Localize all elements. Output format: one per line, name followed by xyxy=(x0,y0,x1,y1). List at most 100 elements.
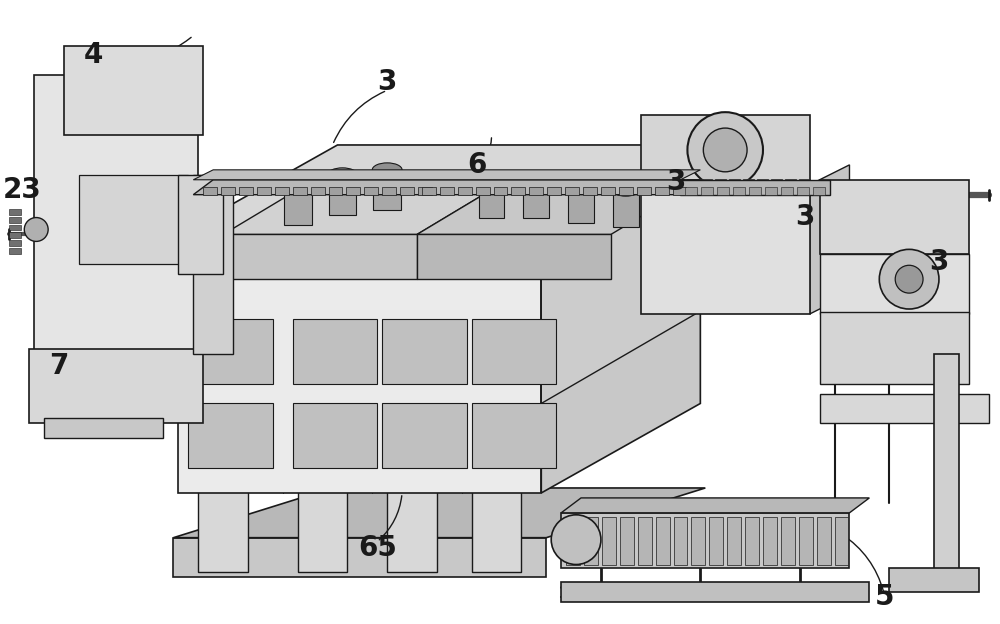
Polygon shape xyxy=(561,513,849,567)
Polygon shape xyxy=(541,145,695,404)
Bar xyxy=(566,517,580,565)
Polygon shape xyxy=(173,488,705,538)
Polygon shape xyxy=(641,115,810,185)
Bar xyxy=(198,491,248,572)
Bar xyxy=(511,187,525,195)
Bar xyxy=(799,179,810,185)
Polygon shape xyxy=(820,312,969,384)
Polygon shape xyxy=(223,190,492,235)
Bar xyxy=(529,187,543,195)
Bar xyxy=(387,491,437,572)
Bar xyxy=(293,319,377,384)
Text: 3: 3 xyxy=(795,203,814,230)
Bar xyxy=(9,217,21,223)
Text: 3: 3 xyxy=(929,248,949,276)
Bar xyxy=(637,187,651,195)
Bar xyxy=(188,404,273,468)
Polygon shape xyxy=(417,190,685,235)
Bar xyxy=(472,404,556,468)
Text: 5: 5 xyxy=(875,583,894,612)
Bar xyxy=(523,180,549,218)
Text: 3: 3 xyxy=(377,69,397,96)
Bar xyxy=(479,180,504,218)
Polygon shape xyxy=(64,46,203,135)
Bar xyxy=(382,404,467,468)
Polygon shape xyxy=(810,165,849,314)
Text: 65: 65 xyxy=(358,534,397,562)
Bar xyxy=(583,187,597,195)
Bar xyxy=(771,179,782,185)
Polygon shape xyxy=(79,175,188,265)
Bar xyxy=(781,517,795,565)
Bar xyxy=(799,517,813,565)
Bar xyxy=(817,517,831,565)
Bar xyxy=(440,187,454,195)
Bar xyxy=(619,187,633,195)
Text: 4: 4 xyxy=(84,41,104,69)
Bar xyxy=(29,349,203,423)
Bar xyxy=(757,179,768,185)
Polygon shape xyxy=(173,538,546,577)
Bar xyxy=(547,187,561,195)
Bar xyxy=(382,187,396,195)
Bar xyxy=(785,179,796,185)
Bar xyxy=(418,187,432,195)
Bar xyxy=(311,187,325,195)
Polygon shape xyxy=(561,498,869,513)
Bar xyxy=(568,185,594,223)
Bar xyxy=(745,517,759,565)
Polygon shape xyxy=(680,180,830,195)
Bar xyxy=(835,517,848,565)
Circle shape xyxy=(24,218,48,241)
Bar xyxy=(257,187,271,195)
Bar xyxy=(934,354,959,572)
Bar xyxy=(329,187,342,195)
Circle shape xyxy=(551,515,601,565)
Bar xyxy=(709,517,723,565)
Bar xyxy=(476,187,490,195)
Polygon shape xyxy=(820,255,969,314)
Bar xyxy=(765,187,777,195)
Bar xyxy=(601,187,615,195)
Bar xyxy=(364,187,378,195)
Polygon shape xyxy=(193,180,700,195)
Bar xyxy=(346,187,360,195)
Bar xyxy=(293,187,307,195)
Polygon shape xyxy=(820,394,989,423)
Polygon shape xyxy=(223,235,417,279)
Polygon shape xyxy=(34,76,198,354)
Text: 6: 6 xyxy=(467,151,486,179)
Bar xyxy=(715,179,726,185)
Bar xyxy=(763,517,777,565)
Polygon shape xyxy=(641,185,810,314)
Bar xyxy=(373,170,401,210)
Bar xyxy=(656,517,670,565)
Bar xyxy=(472,319,556,384)
Bar xyxy=(749,187,761,195)
Bar xyxy=(781,187,793,195)
Circle shape xyxy=(895,265,923,293)
Bar xyxy=(701,179,712,185)
Bar xyxy=(655,187,669,195)
Polygon shape xyxy=(178,145,700,235)
Bar xyxy=(797,187,809,195)
Polygon shape xyxy=(417,235,611,279)
Bar xyxy=(638,517,652,565)
Bar xyxy=(400,187,414,195)
Ellipse shape xyxy=(612,183,640,196)
Bar xyxy=(458,187,472,195)
Bar xyxy=(329,175,356,215)
Ellipse shape xyxy=(328,168,357,182)
Bar xyxy=(221,187,235,195)
Bar xyxy=(727,517,741,565)
Text: 3: 3 xyxy=(666,168,685,196)
Circle shape xyxy=(703,128,747,172)
Bar xyxy=(674,517,687,565)
Bar xyxy=(494,187,507,195)
Bar xyxy=(239,187,253,195)
Polygon shape xyxy=(820,180,969,255)
Bar xyxy=(284,185,312,225)
Ellipse shape xyxy=(478,173,505,186)
Ellipse shape xyxy=(283,178,313,192)
Polygon shape xyxy=(178,235,541,493)
